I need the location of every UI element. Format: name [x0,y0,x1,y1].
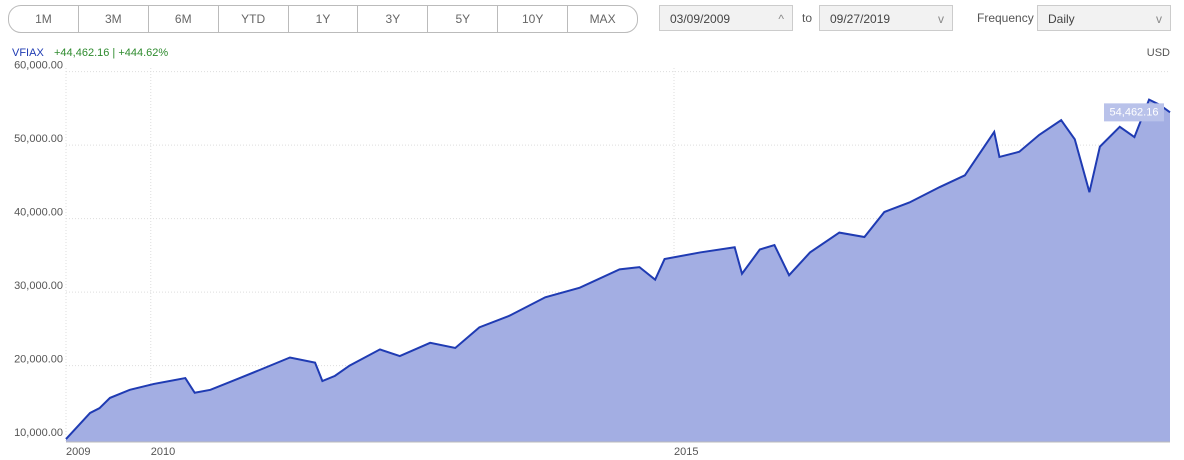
last-value-box [1104,103,1164,122]
y-tick-label: 50,000.00 [14,133,63,145]
x-tick-label: 2009 [66,446,90,458]
ticker: VFIAX [12,47,44,59]
end-date: 09/27/2019 [830,12,891,26]
range-button[interactable]: 1M [35,12,52,26]
y-tick-label: 60,000.00 [14,60,63,72]
range-button[interactable]: 6M [147,6,218,32]
y-tick-label: 10,000.00 [14,427,63,439]
caret: v [938,12,944,26]
caret: v [1156,12,1162,26]
range-buttons: 1M 3M 6M YTD 1Y 3Y 5Y 10Y MAX [8,5,638,33]
range-button[interactable]: MAX [567,6,637,32]
x-tick-label: 2015 [674,446,698,458]
y-tick-label: 20,000.00 [14,353,63,365]
last-value-label: 54,462.16 [1110,106,1159,118]
to-label: to [802,11,813,25]
frequency: Daily [1048,12,1075,26]
chart: VFIAX +44,462.16 | +444.62% USD 10,000.0… [12,47,1171,458]
x-tick-label: 2010 [151,446,175,458]
caret: ^ [778,12,784,26]
range-button[interactable]: 3Y [357,6,427,32]
range-button[interactable]: 1Y [287,6,358,32]
end-date-input[interactable]: 09/27/2019 v [819,5,953,31]
range-button[interactable]: 10Y [497,6,567,32]
y-tick-label: 30,000.00 [14,280,63,292]
frequency-select[interactable]: Daily v [1037,5,1171,31]
range-button[interactable]: 5Y [427,6,497,32]
range-button[interactable]: YTD [217,6,288,32]
y-tick-label: 40,000.00 [14,207,63,219]
currency: USD [1147,47,1170,59]
start-date: 03/09/2009 [670,12,731,26]
line [65,98,1171,440]
start-date-input[interactable]: 03/09/2009 ^ [659,5,793,31]
frequency-label: Frequency [977,11,1034,25]
range-button[interactable]: 3M [77,6,148,32]
change: +44,462.16 | +444.62% [54,47,168,59]
